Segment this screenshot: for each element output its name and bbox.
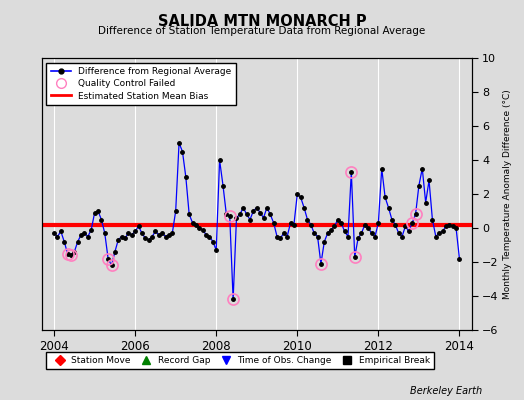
Legend: Difference from Regional Average, Quality Control Failed, Estimated Station Mean: Difference from Regional Average, Qualit…: [47, 62, 236, 105]
Text: SALIDA MTN MONARCH P: SALIDA MTN MONARCH P: [158, 14, 366, 29]
Y-axis label: Monthly Temperature Anomaly Difference (°C): Monthly Temperature Anomaly Difference (…: [503, 89, 511, 299]
Text: Berkeley Earth: Berkeley Earth: [410, 386, 482, 396]
Legend: Station Move, Record Gap, Time of Obs. Change, Empirical Break: Station Move, Record Gap, Time of Obs. C…: [47, 352, 434, 370]
Text: Difference of Station Temperature Data from Regional Average: Difference of Station Temperature Data f…: [99, 26, 425, 36]
